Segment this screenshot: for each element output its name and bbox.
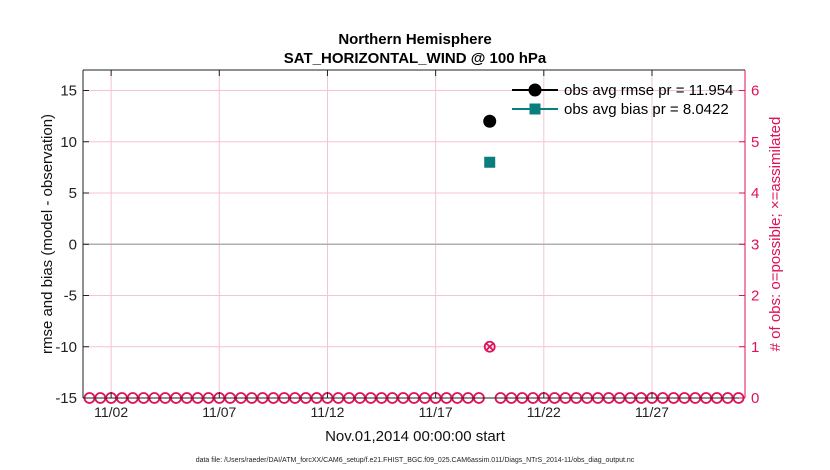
x-tick-label: 11/02 [94,404,128,420]
chart-subtitle: SAT_HORIZONTAL_WIND @ 100 hPa [284,50,547,67]
y2-tick-label: 3 [751,236,759,253]
obs-assimilated-marker [485,342,495,352]
y2-tick-label: 4 [751,185,759,202]
obs-possible-marker [483,340,496,353]
x-tick-label: 11/22 [527,404,561,420]
y-tick-label: 5 [69,185,77,202]
legend: obs avg rmse pr = 11.954 obs avg bias pr … [512,82,733,118]
y-tick-label: -10 [55,339,77,356]
y-tick-label: 0 [69,236,77,253]
rmse-point [483,114,497,128]
data-file-footnote: data file: /Users/raeder/DAI/ATM_forcXX/… [196,457,635,464]
y-tick-label: -15 [55,390,77,407]
legend-bias-label: obs avg bias pr = 8.0422 [564,101,729,118]
x-axis-label: Nov.01,2014 00:00:00 start [325,428,506,445]
y2-tick-label: 6 [751,83,759,100]
y-axis-label: rmse and bias (model - observation) [39,114,56,354]
y-tick-label: 15 [60,83,77,100]
x-tick-label: 11/27 [635,404,669,420]
x-tick-label: 11/07 [202,404,236,420]
x-tick-label: 11/12 [310,404,344,420]
y2-axis-label: # of obs: o=possible; ×=assimilated [767,117,784,352]
chart-title: Northern Hemisphere [338,31,491,48]
y-tick-label: 10 [60,134,77,151]
grid-lines [83,70,745,399]
y2-tick-label: 0 [751,390,759,407]
y2-tick-label: 2 [751,288,759,305]
legend-rmse-marker [528,83,542,97]
bias-point [484,156,496,168]
y2-tick-label: 1 [751,339,759,356]
y-tick-label: -5 [64,288,77,305]
legend-rmse-label: obs avg rmse pr = 11.954 [564,82,733,99]
x-tick-label: 11/17 [419,404,453,420]
obs-assimilated-stroke [485,342,495,352]
plot-area [83,70,745,398]
plot-background [83,70,745,398]
y2-tick-label: 5 [751,134,759,151]
axes: -15 -10 -5 0 5 10 15 0 1 2 3 4 5 6 11/02 11/07 11/12 11/1… [55,69,759,420]
legend-bias-marker [529,103,541,115]
